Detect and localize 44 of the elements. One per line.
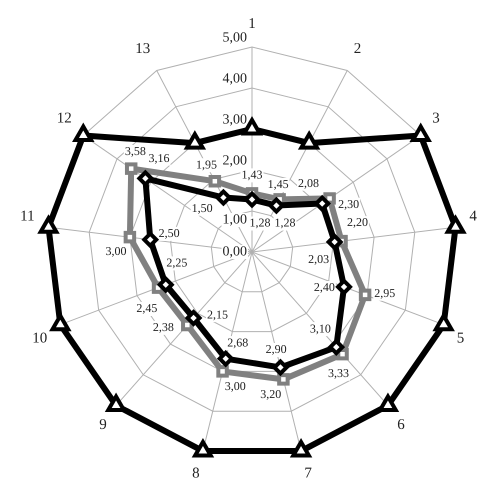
data-label: 2,08 xyxy=(298,176,320,190)
spoke-label: 5 xyxy=(456,330,464,347)
data-label: 1,28 xyxy=(274,216,296,230)
y-tick-label: 3,00 xyxy=(222,112,247,128)
data-label: 3,16 xyxy=(148,150,170,165)
data-label: 3,00 xyxy=(106,244,127,258)
data-label: 2,68 xyxy=(227,335,248,350)
y-tick-label: 1,00 xyxy=(222,212,247,228)
data-label: 3,10 xyxy=(310,321,331,336)
data-label: 2,20 xyxy=(346,215,368,230)
y-tick-label: 2,00 xyxy=(222,154,247,169)
spoke-label: 2 xyxy=(354,41,362,58)
data-label: 2,90 xyxy=(266,342,287,356)
data-label: 2,45 xyxy=(136,301,158,316)
spoke-label: 6 xyxy=(397,416,406,433)
spoke-label: 3 xyxy=(432,110,440,127)
y-tick-label: 5,00 xyxy=(222,30,247,46)
data-label: 1,28 xyxy=(250,216,270,230)
data-label: 2,03 xyxy=(308,252,330,266)
spoke-label: 12 xyxy=(56,110,72,127)
data-label: 1,43 xyxy=(242,168,262,182)
data-label: 1,95 xyxy=(196,157,217,172)
data-label: 2,95 xyxy=(374,286,396,300)
data-label: 2,50 xyxy=(158,226,180,240)
data-label: 2,30 xyxy=(338,196,360,211)
spoke-label: 1 xyxy=(248,16,256,32)
data-label: 2,15 xyxy=(206,307,228,322)
spoke-label: 11 xyxy=(20,208,35,225)
spoke-label: 13 xyxy=(135,41,150,58)
spoke-label: 10 xyxy=(32,330,48,347)
y-tick-label: 0,00 xyxy=(222,244,247,260)
spoke-label: 7 xyxy=(304,466,312,482)
data-label: 3,58 xyxy=(124,144,146,158)
data-label: 3,33 xyxy=(328,366,350,380)
data-label: 2,38 xyxy=(152,320,174,334)
data-label: 3,20 xyxy=(260,387,282,402)
spoke-label: 4 xyxy=(469,208,478,225)
data-label: 2,25 xyxy=(166,256,188,270)
data-label: 1,50 xyxy=(192,200,213,215)
data-label: 1,45 xyxy=(268,177,289,192)
spoke-label: 8 xyxy=(192,466,200,482)
data-label: 2,40 xyxy=(314,280,335,294)
spoke-label: 9 xyxy=(99,416,107,433)
y-tick-label: 4,00 xyxy=(222,72,247,87)
